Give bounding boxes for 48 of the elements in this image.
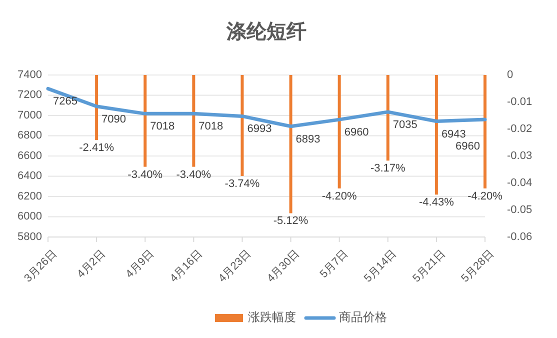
y-tick-label: 7400 [18, 68, 42, 81]
x-tick-label: 5月21日 [410, 248, 448, 285]
x-tick-label: 5月14日 [362, 248, 400, 285]
data-label: 6993 [247, 123, 272, 136]
data-label: 7035 [392, 118, 418, 131]
y2-tick-label: -0.02 [507, 122, 532, 135]
y-tick-label: 6000 [18, 210, 42, 223]
data-label: -3.40% [128, 168, 163, 181]
x-tick-label: 4月23日 [216, 248, 254, 285]
data-label: -4.20% [468, 190, 503, 202]
data-label: -3.40% [176, 168, 212, 181]
y-tick-label: 6600 [18, 150, 42, 162]
data-label: 6960 [456, 140, 480, 153]
y2-tick-label: -0.06 [507, 230, 532, 243]
y-tick-label: 6200 [18, 190, 42, 202]
data-label: 6893 [296, 133, 320, 146]
y-tick-label: 7000 [18, 109, 42, 122]
y2-tick-label: 0 [507, 68, 514, 81]
legend-label: 涨跌幅度 [248, 310, 296, 324]
data-label: 6960 [344, 126, 369, 139]
x-tick-label: 5月28日 [459, 248, 496, 285]
data-label: -4.43% [419, 196, 454, 209]
x-tick-label: 4月9日 [124, 248, 156, 280]
data-label: 7018 [150, 120, 175, 133]
x-tick-label: 4月30日 [264, 248, 302, 285]
y-tick-label: 6400 [18, 170, 42, 182]
chart-title: 涤纶短纤 [226, 21, 306, 43]
y-tick-label: 7200 [18, 89, 42, 102]
legend-label: 商品价格 [339, 310, 387, 324]
y-tick-label: 6800 [18, 130, 42, 142]
x-tick-label: 3月26日 [22, 248, 60, 285]
x-tick-label: 5月7日 [318, 248, 351, 280]
y2-tick-label: -0.05 [507, 204, 532, 216]
y2-tick-label: -0.03 [507, 150, 532, 162]
data-label: 6943 [441, 128, 466, 140]
data-label: 7090 [102, 113, 126, 126]
x-tick-label: 4月16日 [168, 248, 205, 285]
y2-tick-label: -0.04 [507, 176, 532, 189]
data-label: 7265 [53, 96, 78, 108]
data-label: -2.41% [79, 142, 114, 154]
y-tick-label: 5800 [18, 230, 42, 243]
data-label: 7018 [198, 120, 224, 133]
y2-tick-label: -0.01 [507, 96, 532, 108]
x-tick-label: 4月2日 [75, 248, 108, 280]
data-label: -3.17% [370, 162, 406, 175]
data-label: -4.20% [322, 190, 357, 202]
data-label: -3.74% [224, 178, 260, 190]
data-label: -5.12% [273, 215, 308, 228]
